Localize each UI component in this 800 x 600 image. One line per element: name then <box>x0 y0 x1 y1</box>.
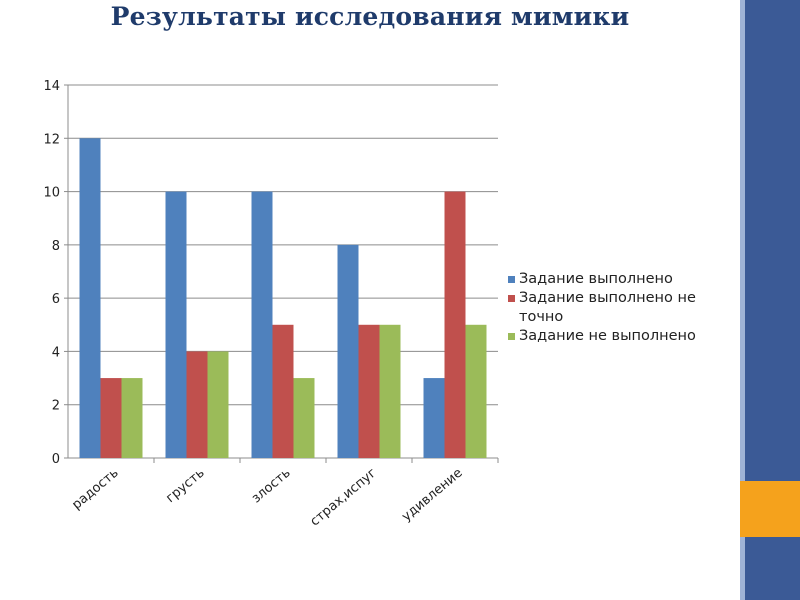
legend-label-completed: Задание выполнено <box>519 271 673 287</box>
bar <box>100 378 122 458</box>
y-tick-label: 8 <box>52 239 60 254</box>
y-tick-label: 0 <box>52 452 60 467</box>
y-tick-label: 2 <box>52 399 60 414</box>
bar <box>79 138 101 459</box>
bar <box>251 191 273 459</box>
legend-item-inexact: Задание выполнено не точно <box>508 289 733 327</box>
x-tick-label: удивление <box>399 466 465 525</box>
bar <box>121 378 143 458</box>
bar <box>423 378 445 458</box>
chart-legend: Задание выполнено Задание выполнено не т… <box>508 270 733 346</box>
x-tick-label: радость <box>69 466 121 513</box>
bar <box>465 324 487 458</box>
y-tick-label: 6 <box>52 292 60 307</box>
legend-item-not-completed: Задание не выполнено <box>508 327 733 346</box>
legend-item-completed: Задание выполнено <box>508 270 733 289</box>
x-tick-label: грусть <box>163 466 207 507</box>
legend-label-inexact: Задание выполнено не точно <box>519 290 696 325</box>
y-tick-label: 12 <box>43 132 60 147</box>
legend-swatch-completed <box>508 276 515 283</box>
y-tick-label: 14 <box>43 79 60 94</box>
bar <box>293 378 315 458</box>
y-tick-label: 4 <box>52 345 60 360</box>
bar <box>207 351 229 458</box>
bar <box>272 324 294 458</box>
bar <box>444 191 466 459</box>
bar <box>379 324 401 458</box>
bar <box>358 324 380 458</box>
bar <box>186 351 208 458</box>
legend-swatch-inexact <box>508 295 515 302</box>
bar <box>165 191 187 459</box>
x-tick-label: страх,испуг <box>308 465 380 529</box>
right-decor-stripe <box>740 0 745 600</box>
bar <box>337 244 359 458</box>
legend-label-not-completed: Задание не выполнено <box>519 328 696 344</box>
x-tick-label: злость <box>249 466 294 507</box>
slide-title: Результаты исследования мимики <box>110 2 630 31</box>
legend-swatch-not-completed <box>508 333 515 340</box>
orange-accent-block <box>740 481 800 537</box>
y-tick-label: 10 <box>43 186 60 201</box>
